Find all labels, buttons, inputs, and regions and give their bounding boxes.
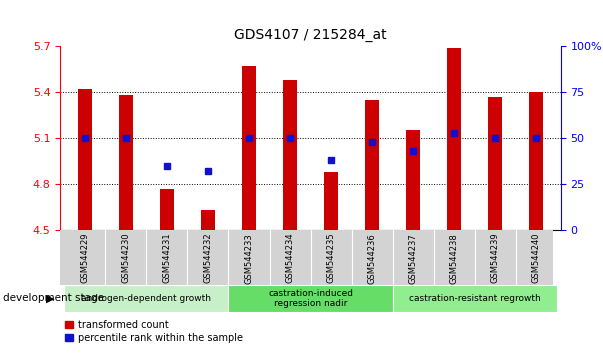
Bar — [324, 172, 338, 230]
Text: GSM544230: GSM544230 — [121, 233, 130, 284]
Bar — [242, 66, 256, 230]
Bar — [529, 92, 543, 230]
Legend: transformed count, percentile rank within the sample: transformed count, percentile rank withi… — [65, 320, 243, 343]
Bar — [160, 189, 174, 230]
Bar — [119, 95, 133, 230]
Bar — [283, 80, 297, 230]
Text: ▶: ▶ — [46, 293, 54, 303]
Bar — [393, 285, 557, 312]
Text: GSM544239: GSM544239 — [491, 233, 500, 284]
Text: GSM544235: GSM544235 — [327, 233, 335, 284]
Bar — [229, 285, 393, 312]
Text: GSM544229: GSM544229 — [80, 233, 89, 283]
Bar — [78, 89, 92, 230]
Text: GSM544240: GSM544240 — [532, 233, 541, 283]
Text: androgen-dependent growth: androgen-dependent growth — [81, 294, 212, 303]
Text: castration-resistant regrowth: castration-resistant regrowth — [409, 294, 540, 303]
Text: GSM544237: GSM544237 — [409, 233, 418, 284]
Text: GSM544232: GSM544232 — [203, 233, 212, 284]
Bar — [201, 210, 215, 230]
Text: GSM544236: GSM544236 — [368, 233, 377, 284]
Text: GSM544231: GSM544231 — [162, 233, 171, 284]
Bar — [65, 285, 229, 312]
Bar — [447, 47, 461, 230]
Text: development stage: development stage — [3, 293, 104, 303]
Title: GDS4107 / 215284_at: GDS4107 / 215284_at — [234, 28, 387, 42]
Bar — [406, 130, 420, 230]
Bar — [488, 97, 502, 230]
Text: GSM544234: GSM544234 — [286, 233, 294, 284]
Bar — [365, 100, 379, 230]
Text: GSM544233: GSM544233 — [244, 233, 253, 284]
Text: GSM544238: GSM544238 — [450, 233, 459, 284]
Text: castration-induced
regression nadir: castration-induced regression nadir — [268, 289, 353, 308]
